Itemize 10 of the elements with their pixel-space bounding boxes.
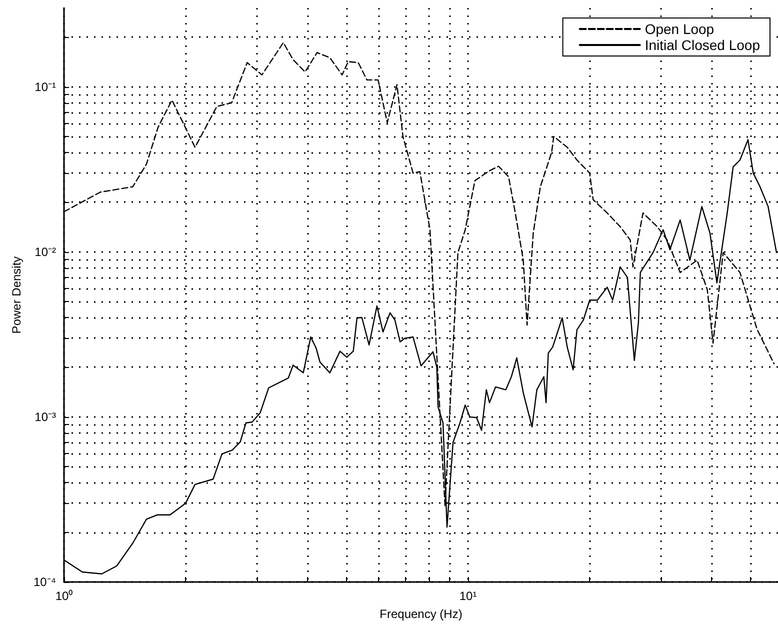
y-tick-label: 10⁻²: [34, 244, 56, 259]
y-tick-label: 10⁻⁴: [33, 575, 56, 589]
x-tick-label: 10¹: [459, 589, 477, 603]
x-tick-label: 10⁰: [55, 589, 73, 603]
y-tick-label: 10⁻¹: [34, 80, 56, 94]
y-tick-label: 10⁻³: [34, 410, 56, 424]
y-axis-title: Power Density: [10, 256, 24, 334]
x-axis-title: Frequency (Hz): [380, 607, 462, 621]
legend-label: Open Loop: [644, 21, 714, 37]
legend-label: Initial Closed Loop: [644, 37, 760, 53]
